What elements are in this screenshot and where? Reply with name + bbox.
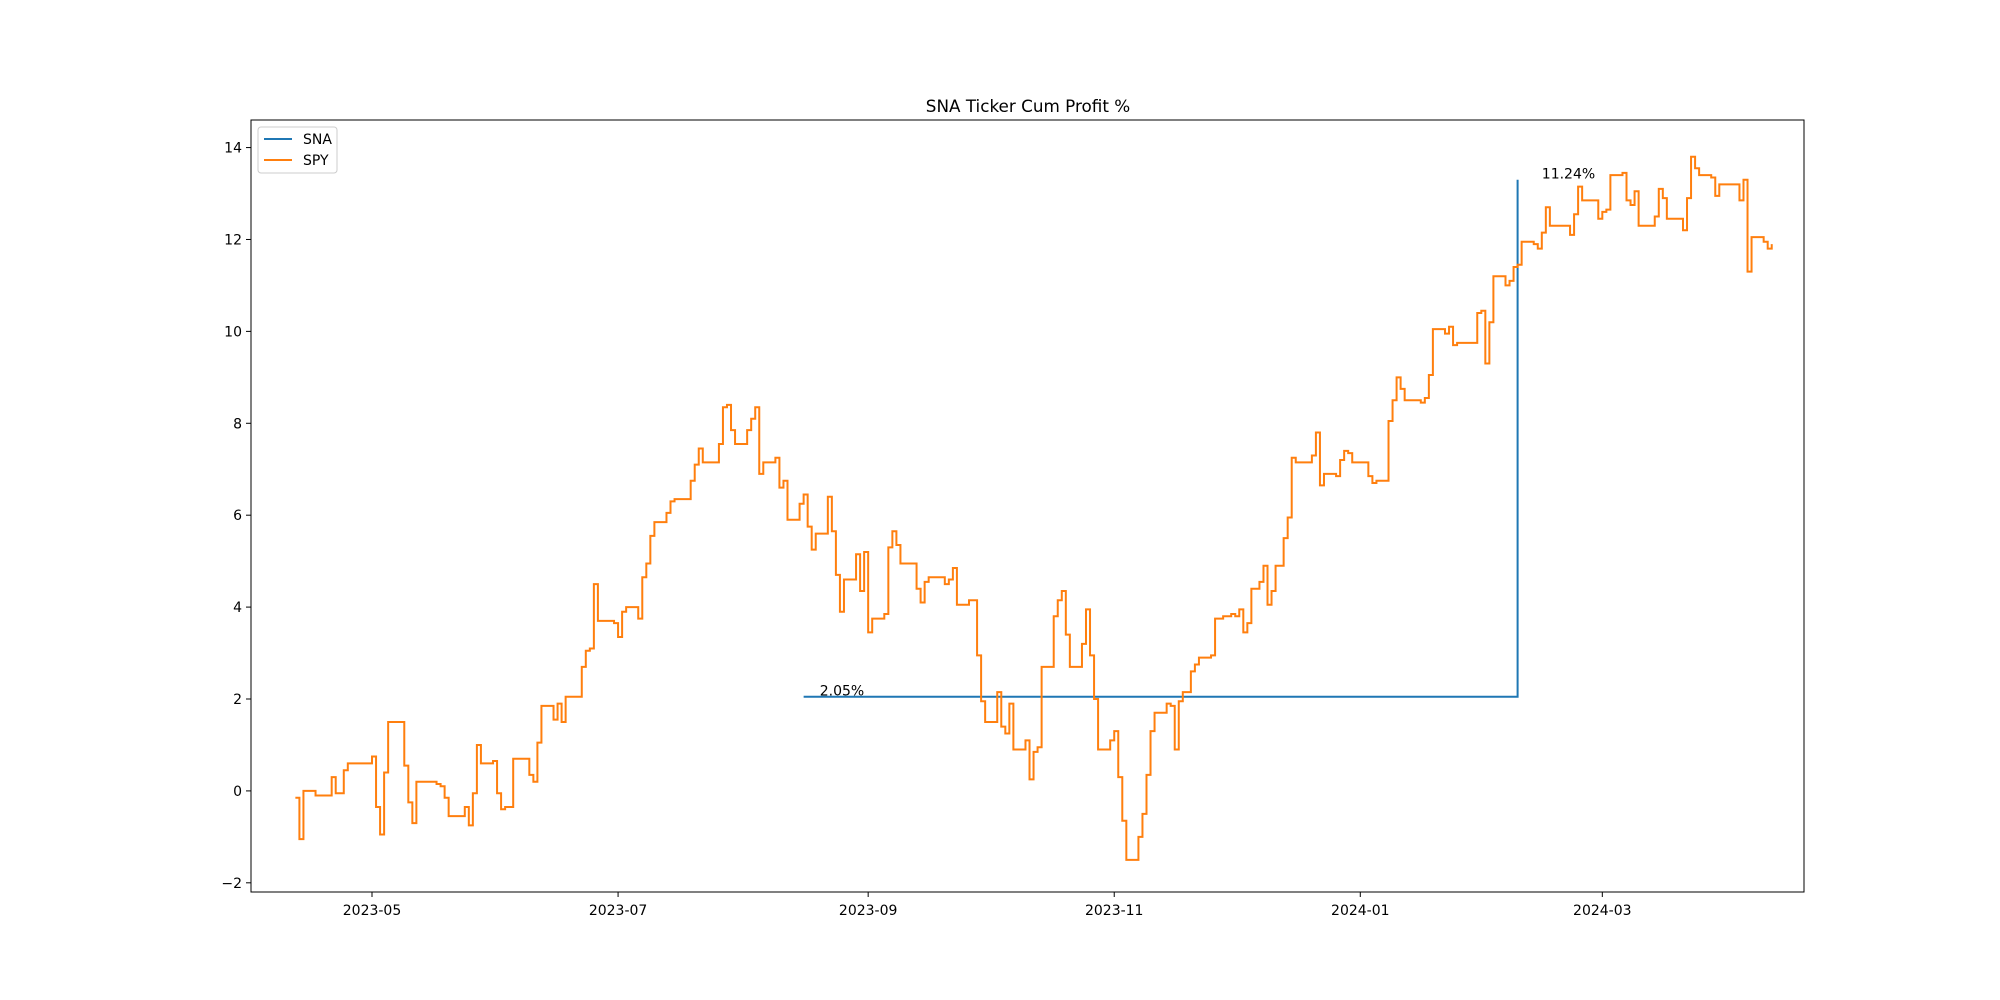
y-tick-label: 8 [233,416,242,432]
annotation-label: 2.05% [820,684,864,700]
x-tick-label: 2024-01 [1331,903,1390,919]
plot-frame [250,119,1805,893]
x-tick-label: 2023-05 [343,903,402,919]
annotations: 2.05% 11.24% [820,167,1595,700]
annotation-label: 11.24% [1542,167,1595,183]
y-tick-label: −2 [221,876,242,892]
series-line-spy [295,155,1773,861]
series-line-sna [803,179,1519,698]
y-tick-label: 12 [224,232,242,248]
y-tick-label: 2 [233,692,242,708]
legend-label-spy: SPY [303,153,329,169]
x-tick-label: 2023-11 [1085,903,1144,919]
y-tick-label: 6 [233,508,242,524]
x-tick-label: 2023-07 [589,903,648,919]
plot-area [295,155,1773,861]
x-tick-label: 2023-09 [839,903,898,919]
legend: SNA SPY [257,126,338,174]
y-tick-label: 10 [224,324,242,340]
x-axis: 2023-05 2023-07 2023-09 2023-11 2024-01 2024-… [343,892,1632,919]
y-axis: −2 0 2 4 6 8 10 12 14 [221,141,251,892]
chart-title: SNA Ticker Cum Profit % [926,96,1130,116]
y-tick-label: 4 [233,600,242,616]
legend-label-sna: SNA [303,132,332,148]
y-tick-label: 14 [224,141,242,157]
x-tick-label: 2024-03 [1573,903,1632,919]
y-tick-label: 0 [233,784,242,800]
